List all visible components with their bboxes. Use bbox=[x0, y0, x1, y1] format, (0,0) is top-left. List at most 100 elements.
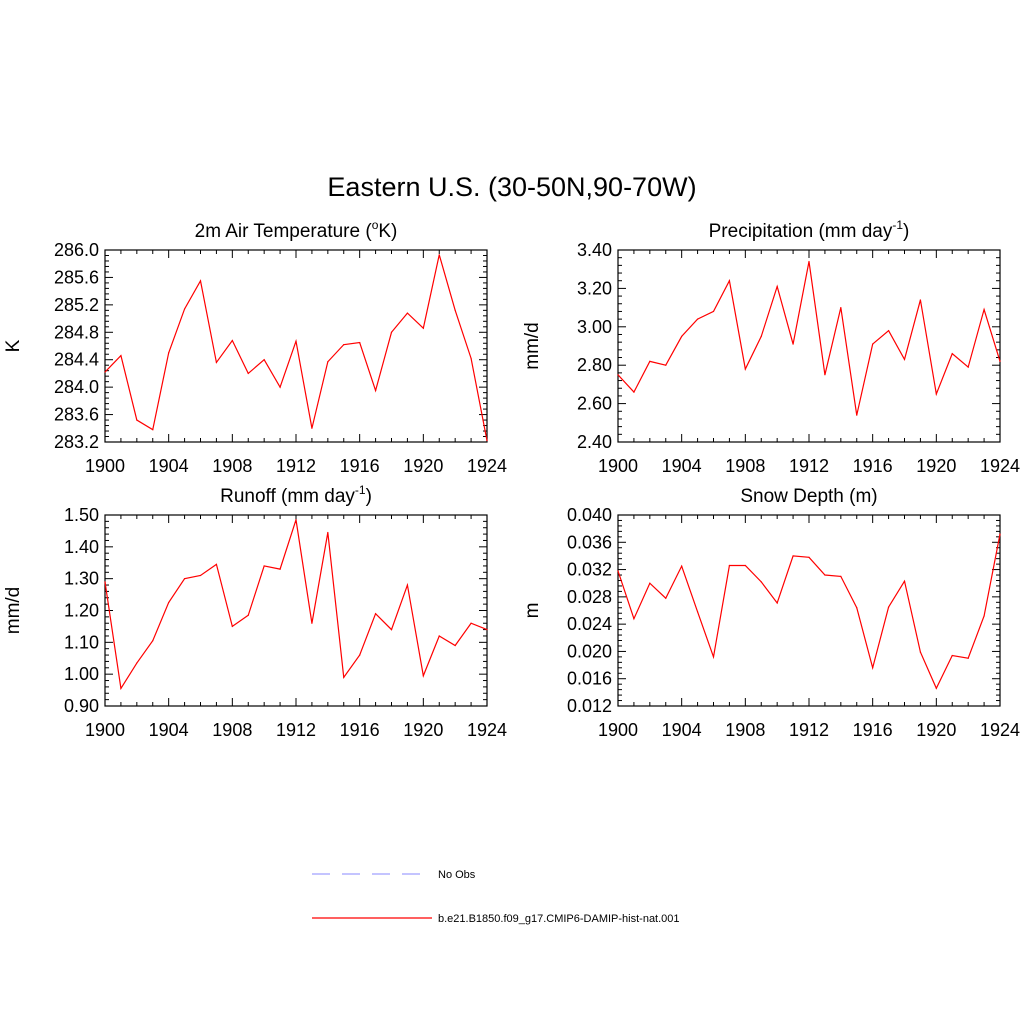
data-point bbox=[311, 427, 313, 429]
data-point bbox=[327, 531, 329, 534]
panel-title-text: Snow Depth (m) bbox=[740, 486, 877, 507]
data-point bbox=[728, 564, 731, 567]
data-point bbox=[168, 352, 170, 354]
data-point bbox=[374, 613, 377, 615]
data-point bbox=[486, 629, 488, 631]
data-point bbox=[856, 607, 858, 609]
data-point bbox=[247, 372, 249, 375]
series-line bbox=[104, 519, 488, 691]
data-point bbox=[617, 374, 619, 376]
data-point bbox=[887, 606, 890, 608]
x-tick-label: 1904 bbox=[662, 720, 702, 740]
data-point bbox=[665, 597, 667, 599]
data-point bbox=[935, 687, 937, 689]
y-tick-label: 1.00 bbox=[64, 664, 99, 684]
data-point bbox=[919, 299, 922, 301]
x-tick-label: 1920 bbox=[403, 720, 443, 740]
plot-frame bbox=[104, 249, 488, 443]
data-point bbox=[633, 618, 635, 620]
data-point bbox=[824, 574, 826, 576]
legend-label: No Obs bbox=[438, 869, 476, 881]
data-point bbox=[470, 622, 472, 624]
data-point bbox=[681, 335, 683, 337]
data-point bbox=[808, 260, 810, 263]
data-point bbox=[247, 614, 249, 616]
y-axis-label: mm/d bbox=[3, 587, 24, 635]
data-point bbox=[199, 280, 202, 282]
data-point bbox=[152, 640, 154, 642]
data-point bbox=[263, 565, 265, 567]
x-tick-label: 1920 bbox=[916, 456, 956, 476]
panel-title-text-end: K) bbox=[378, 221, 397, 242]
panel-4: 1900 1904 1908 1912 1916 1920 1924 0.012 0.016 0.… bbox=[522, 486, 1020, 740]
data-point bbox=[951, 654, 953, 657]
y-tick-label: 0.90 bbox=[64, 696, 99, 716]
y-tick-label: 1.40 bbox=[64, 537, 99, 557]
data-point bbox=[712, 310, 715, 313]
y-tick-label: 285.2 bbox=[54, 295, 99, 315]
legend-item-1: No Obs bbox=[312, 869, 476, 881]
data-point bbox=[120, 355, 122, 357]
data-point bbox=[120, 687, 122, 690]
legend-label: b.e21.B1850.f09_g17.CMIP6-DAMIP-hist-nat… bbox=[438, 913, 680, 925]
y-tick-label: 2.40 bbox=[577, 432, 612, 452]
y-axis-label: m bbox=[522, 603, 543, 619]
data-point bbox=[136, 662, 138, 664]
y-axis-label: K bbox=[3, 339, 24, 352]
data-point bbox=[967, 657, 969, 659]
data-point bbox=[183, 578, 186, 580]
data-point bbox=[712, 656, 715, 658]
figure-title: Eastern U.S. (30-50N,90-70W) bbox=[327, 172, 696, 202]
y-tick-label: 283.6 bbox=[54, 405, 99, 425]
data-point bbox=[649, 582, 651, 584]
data-point bbox=[343, 344, 345, 346]
data-point bbox=[359, 341, 361, 344]
x-tick-label: 1924 bbox=[980, 456, 1020, 476]
x-tick-label: 1900 bbox=[598, 720, 638, 740]
y-tick-label: 284.0 bbox=[54, 377, 99, 397]
panel-2: 1900 1904 1908 1912 1916 1920 1924 2.40 2.60 2.80… bbox=[522, 218, 1020, 476]
data-point bbox=[215, 563, 218, 565]
data-point bbox=[438, 254, 440, 256]
data-point bbox=[486, 440, 488, 442]
data-point bbox=[231, 339, 233, 342]
y-tick-label: 283.2 bbox=[54, 432, 99, 452]
data-point bbox=[872, 343, 874, 345]
y-tick-label: 286.0 bbox=[54, 240, 99, 260]
y-tick-label: 0.032 bbox=[567, 560, 612, 580]
data-point bbox=[152, 429, 154, 431]
y-tick-label: 284.4 bbox=[54, 350, 99, 370]
x-tick-label: 1916 bbox=[340, 456, 380, 476]
y-tick-label: 2.80 bbox=[577, 355, 612, 375]
panel-title-superscript: -1 bbox=[892, 218, 903, 232]
data-point bbox=[104, 371, 106, 373]
data-point bbox=[279, 568, 281, 570]
y-axis-label: mm/d bbox=[522, 322, 543, 370]
x-tick-label: 1900 bbox=[598, 456, 638, 476]
x-tick-label: 1908 bbox=[725, 720, 765, 740]
panel-title: Runoff (mm day-1) bbox=[220, 483, 372, 507]
y-tick-label: 0.036 bbox=[567, 532, 612, 552]
data-point bbox=[776, 602, 778, 604]
data-point bbox=[422, 327, 424, 329]
x-tick-label: 1916 bbox=[853, 456, 893, 476]
series-line bbox=[617, 261, 1001, 416]
x-tick-label: 1904 bbox=[662, 456, 702, 476]
x-tick-label: 1912 bbox=[276, 720, 316, 740]
y-tick-label: 3.00 bbox=[577, 317, 612, 337]
data-point bbox=[406, 584, 409, 586]
data-point bbox=[840, 575, 842, 577]
legend-item-2: b.e21.B1850.f09_g17.CMIP6-DAMIP-hist-nat… bbox=[312, 913, 680, 925]
data-point bbox=[744, 368, 746, 370]
data-point bbox=[649, 360, 651, 362]
data-point bbox=[215, 361, 218, 364]
data-point bbox=[983, 308, 985, 311]
y-tick-label: 0.020 bbox=[567, 641, 612, 661]
data-point bbox=[438, 635, 440, 637]
data-point bbox=[199, 574, 202, 577]
data-point bbox=[311, 622, 313, 624]
x-tick-label: 1904 bbox=[149, 720, 189, 740]
data-point bbox=[903, 580, 906, 582]
data-point bbox=[454, 309, 456, 311]
